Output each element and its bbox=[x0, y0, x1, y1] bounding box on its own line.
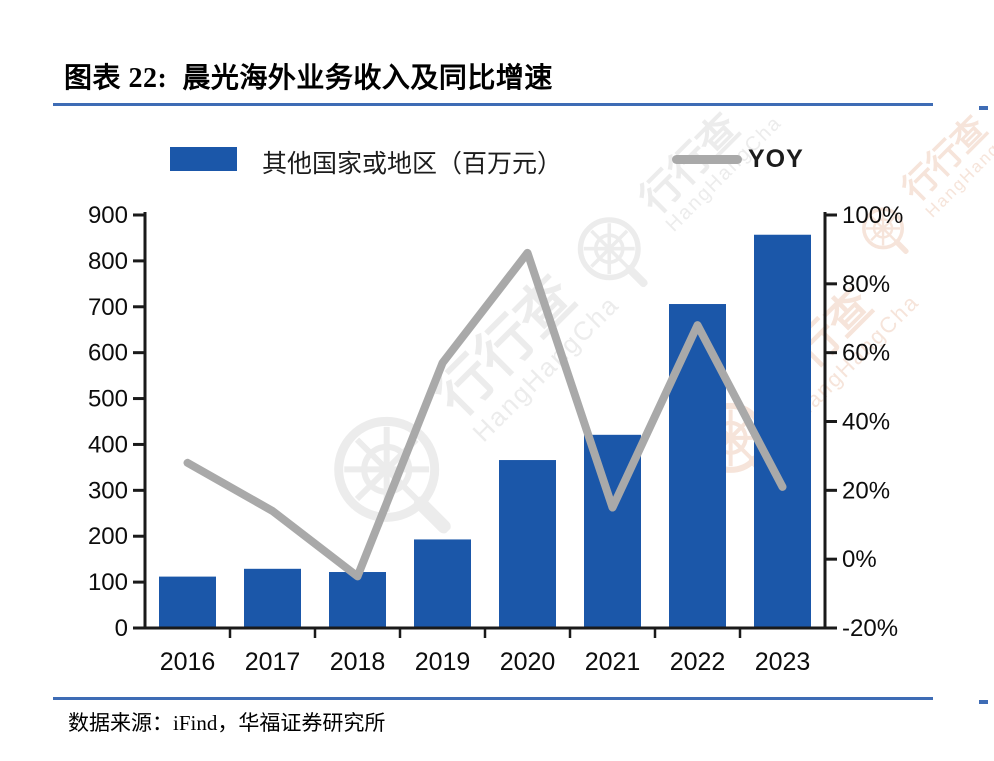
x-axis-label-2020: 2020 bbox=[500, 648, 556, 676]
right-axis-label-100: 100% bbox=[842, 202, 903, 229]
left-axis-label-500: 500 bbox=[88, 386, 128, 413]
bar-2019 bbox=[414, 539, 471, 628]
x-axis-label-2022: 2022 bbox=[670, 648, 726, 676]
source-divider-fragment bbox=[979, 700, 988, 704]
title-divider bbox=[53, 103, 933, 106]
left-axis-label-600: 600 bbox=[88, 340, 128, 367]
left-axis-label-400: 400 bbox=[88, 431, 128, 458]
left-axis-label-900: 900 bbox=[88, 202, 128, 229]
bar-2022 bbox=[669, 304, 726, 628]
x-axis-label-2018: 2018 bbox=[330, 648, 386, 676]
yoy-line bbox=[183, 248, 787, 581]
bar-2017 bbox=[244, 568, 301, 628]
right-axis-label-80: 80% bbox=[842, 271, 890, 298]
right-axis-label-40: 40% bbox=[842, 409, 890, 436]
line-legend-swatch bbox=[672, 155, 742, 164]
bar-2020 bbox=[499, 460, 556, 628]
bar-2023 bbox=[754, 234, 811, 628]
x-axis-label-2019: 2019 bbox=[415, 648, 471, 676]
left-axis-label-700: 700 bbox=[88, 294, 128, 321]
left-axis-label-0: 0 bbox=[115, 615, 128, 642]
right-axis-label-20: 20% bbox=[842, 477, 890, 504]
x-axis-label-2023: 2023 bbox=[755, 648, 811, 676]
data-source: 数据来源：iFind，华福证券研究所 bbox=[68, 711, 386, 735]
figure-title: 图表 22: 晨光海外业务收入及同比增速 bbox=[64, 63, 553, 94]
left-axis-label-300: 300 bbox=[88, 477, 128, 504]
bar-legend-swatch bbox=[170, 147, 237, 171]
bar-2016 bbox=[159, 576, 216, 628]
line-legend-label: YOY bbox=[748, 145, 804, 173]
bar-legend-label: 其他国家或地区（百万元） bbox=[262, 151, 563, 178]
right-axis-label-0: 0% bbox=[842, 546, 877, 573]
left-axis-label-100: 100 bbox=[88, 569, 128, 596]
source-divider bbox=[53, 697, 933, 700]
x-axis-label-2016: 2016 bbox=[160, 648, 216, 676]
right-axis-label-60: 60% bbox=[842, 340, 890, 367]
x-axis-label-2021: 2021 bbox=[585, 648, 641, 676]
left-axis-label-800: 800 bbox=[88, 248, 128, 275]
x-axis-label-2017: 2017 bbox=[245, 648, 301, 676]
title-divider-fragment bbox=[979, 106, 988, 110]
bar-2018 bbox=[329, 572, 386, 628]
left-axis-label-200: 200 bbox=[88, 523, 128, 550]
right-axis-label--20: -20% bbox=[842, 615, 898, 642]
